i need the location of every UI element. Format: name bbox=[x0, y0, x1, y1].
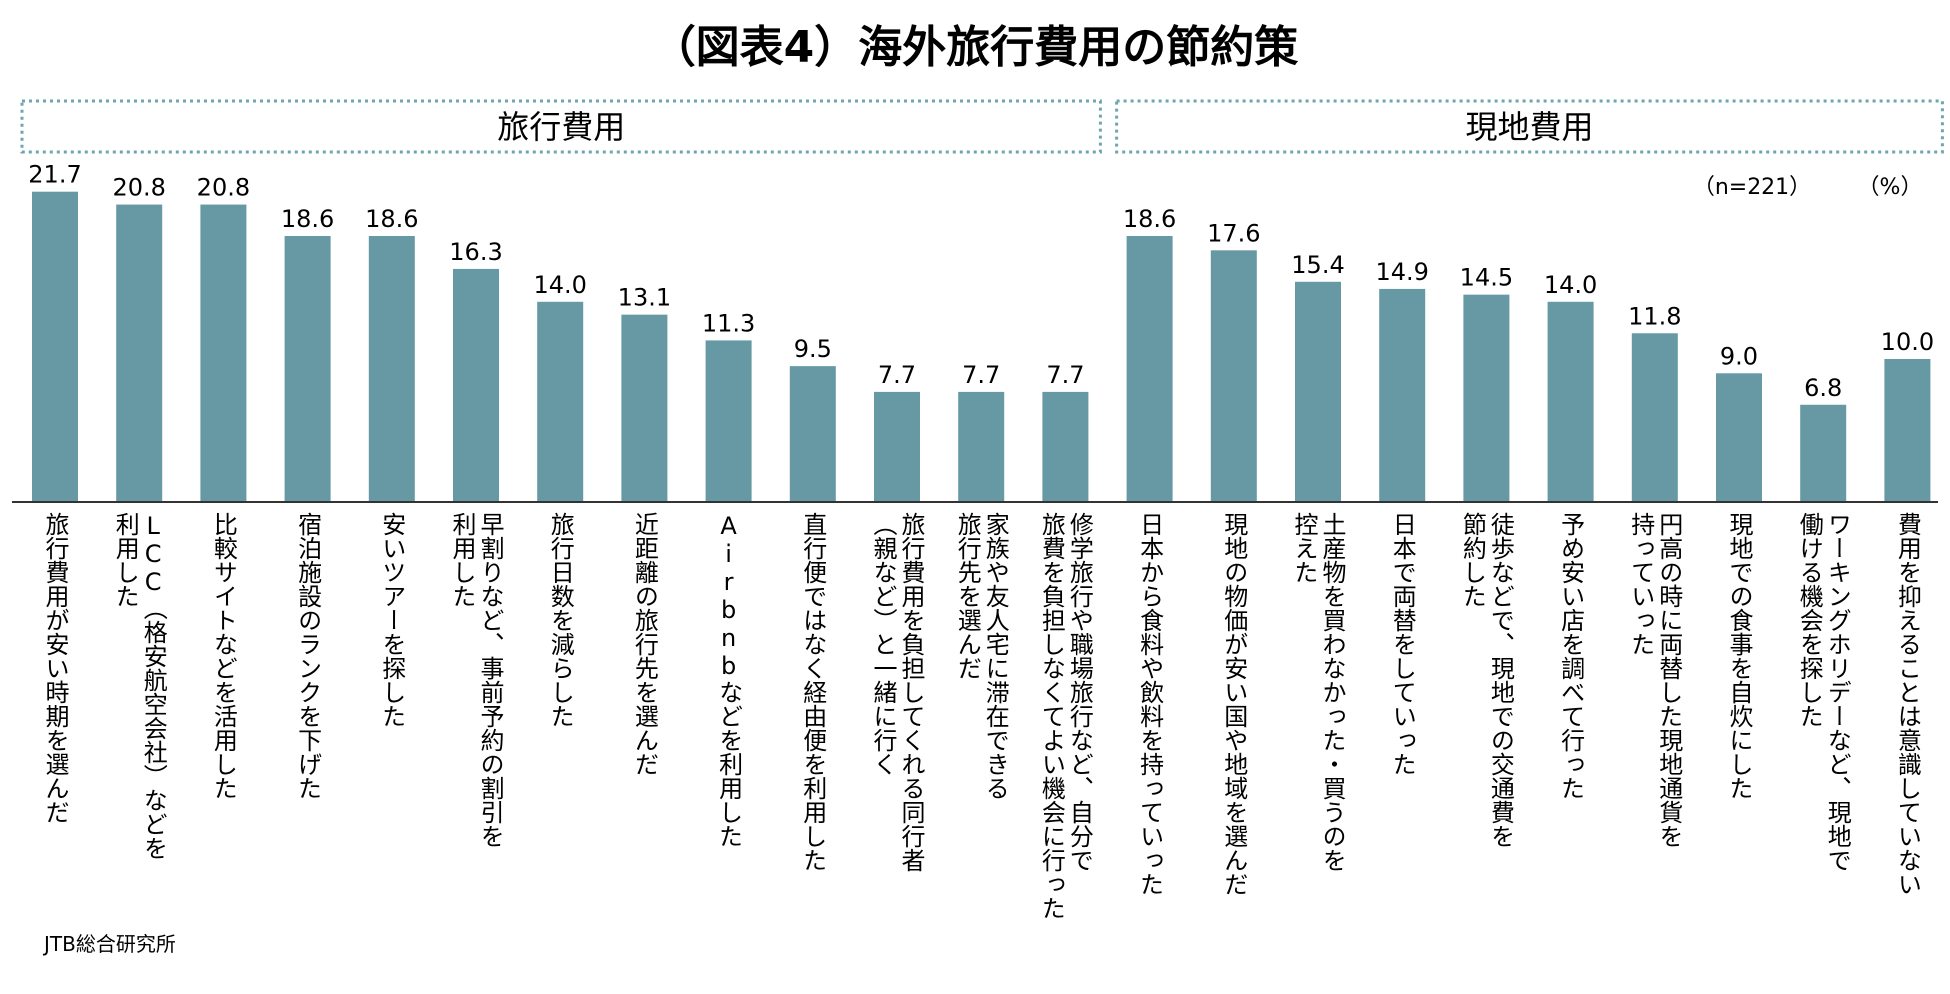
category-label: 旅行日数を減らした bbox=[546, 512, 574, 728]
category-label: 旅費を負担しなくてよい機会に行った bbox=[1037, 512, 1065, 920]
bar bbox=[1463, 294, 1510, 502]
category-label: 持っていった bbox=[1627, 512, 1655, 656]
value-label: 18.6 bbox=[1123, 205, 1176, 233]
category-label: 近距離の旅行先を選んだ bbox=[630, 512, 658, 776]
category-label: 費用を抑えることは意識していない bbox=[1893, 512, 1921, 896]
source-label: JTB総合研究所 bbox=[42, 932, 176, 956]
category-label: 旅行先を選んだ bbox=[953, 512, 981, 680]
bar bbox=[368, 236, 415, 502]
bar bbox=[1126, 236, 1173, 502]
category-label: 日本から食料や飲料を持っていった bbox=[1136, 512, 1164, 896]
value-label: 17.6 bbox=[1207, 219, 1260, 247]
bar bbox=[1631, 333, 1678, 502]
value-label: 7.7 bbox=[1046, 361, 1084, 389]
bar bbox=[1884, 359, 1931, 502]
category-label: 予め安い店を調べて行った bbox=[1557, 512, 1585, 800]
bar bbox=[1379, 288, 1426, 502]
category-label: 旅行費用を負担してくれる同行者 bbox=[897, 512, 925, 872]
category-label: Airbnbなどを利用した bbox=[715, 512, 743, 848]
bar bbox=[1547, 301, 1594, 502]
category-label: 徒歩などで、現地での交通費を bbox=[1486, 512, 1514, 848]
value-label: 10.0 bbox=[1881, 328, 1934, 356]
category-label: 節約した bbox=[1458, 512, 1486, 608]
group-label: 旅行費用 bbox=[497, 108, 625, 146]
category-label: 働ける機会を探した bbox=[1795, 512, 1823, 728]
bar bbox=[537, 301, 584, 502]
bar bbox=[789, 366, 836, 502]
category-label: 安いツアーを探した bbox=[378, 512, 406, 728]
unit-note: （%） bbox=[1858, 175, 1923, 200]
category-label: 現地での食事を自炊にした bbox=[1725, 512, 1753, 800]
value-label: 11.3 bbox=[702, 309, 755, 337]
value-label: 9.5 bbox=[794, 335, 832, 363]
category-label: 家族や友人宅に滞在できる bbox=[981, 512, 1009, 800]
group-box bbox=[1115, 99, 1944, 154]
bar bbox=[1716, 373, 1762, 502]
value-label: 18.6 bbox=[365, 205, 418, 233]
value-label: 7.7 bbox=[878, 361, 916, 389]
value-label: 6.8 bbox=[1804, 374, 1842, 402]
category-label: （親など）と一緒に行く bbox=[869, 512, 897, 776]
bar bbox=[284, 236, 331, 502]
bar bbox=[453, 268, 499, 502]
value-label: 20.8 bbox=[197, 174, 250, 202]
category-label: 日本で両替をしていった bbox=[1388, 512, 1416, 776]
bar bbox=[705, 340, 752, 502]
value-label: 9.0 bbox=[1720, 342, 1758, 370]
value-label: 20.8 bbox=[112, 174, 165, 202]
category-label: LCC（格安航空会社）などを bbox=[139, 512, 167, 860]
bar bbox=[1295, 281, 1341, 502]
bar bbox=[621, 314, 668, 502]
value-label: 11.8 bbox=[1628, 302, 1681, 330]
bar bbox=[116, 204, 163, 502]
bar bbox=[1042, 391, 1089, 502]
bar bbox=[1210, 250, 1257, 502]
value-label: 14.0 bbox=[533, 271, 586, 299]
sample-size-note: （n=221） bbox=[1693, 175, 1811, 200]
bar bbox=[32, 191, 78, 502]
category-label: 利用した bbox=[111, 512, 139, 608]
bar bbox=[874, 391, 920, 502]
value-label: 13.1 bbox=[618, 284, 671, 312]
category-label: 控えた bbox=[1290, 512, 1318, 584]
category-label: 旅行費用が安い時期を選んだ bbox=[41, 512, 69, 824]
category-label: 修学旅行や職場旅行など、自分で bbox=[1065, 512, 1093, 872]
category-label: 宿泊施設のランクを下げた bbox=[294, 512, 322, 800]
bar bbox=[958, 391, 1005, 502]
value-label: 7.7 bbox=[962, 361, 1000, 389]
value-label: 14.9 bbox=[1375, 258, 1428, 286]
category-label: 比較サイトなどを活用した bbox=[209, 512, 237, 800]
category-label: 早割りなど、事前予約の割引を bbox=[476, 512, 504, 848]
category-label: 円高の時に両替した現地通貨を bbox=[1655, 512, 1683, 848]
category-label: ワーキングホリデーなど、現地で bbox=[1823, 512, 1851, 872]
bar bbox=[200, 204, 247, 502]
bar bbox=[1800, 404, 1847, 502]
value-label: 16.3 bbox=[449, 238, 502, 266]
category-label: 利用した bbox=[448, 512, 476, 608]
group-box bbox=[20, 99, 1102, 154]
value-label: 21.7 bbox=[28, 161, 81, 189]
value-label: 14.0 bbox=[1544, 271, 1597, 299]
value-label: 14.5 bbox=[1460, 264, 1513, 292]
value-label: 15.4 bbox=[1291, 251, 1344, 279]
group-label: 現地費用 bbox=[1465, 108, 1593, 146]
value-label: 18.6 bbox=[281, 205, 334, 233]
category-label: 現地の物価が安い国や地域を選んだ bbox=[1220, 512, 1248, 896]
chart-title: （図表4）海外旅行費用の節約策 bbox=[652, 22, 1299, 73]
category-label: 土産物を買わなかった・買うのを bbox=[1318, 512, 1346, 872]
category-label: 直行便ではなく経由便を利用した bbox=[799, 512, 827, 872]
